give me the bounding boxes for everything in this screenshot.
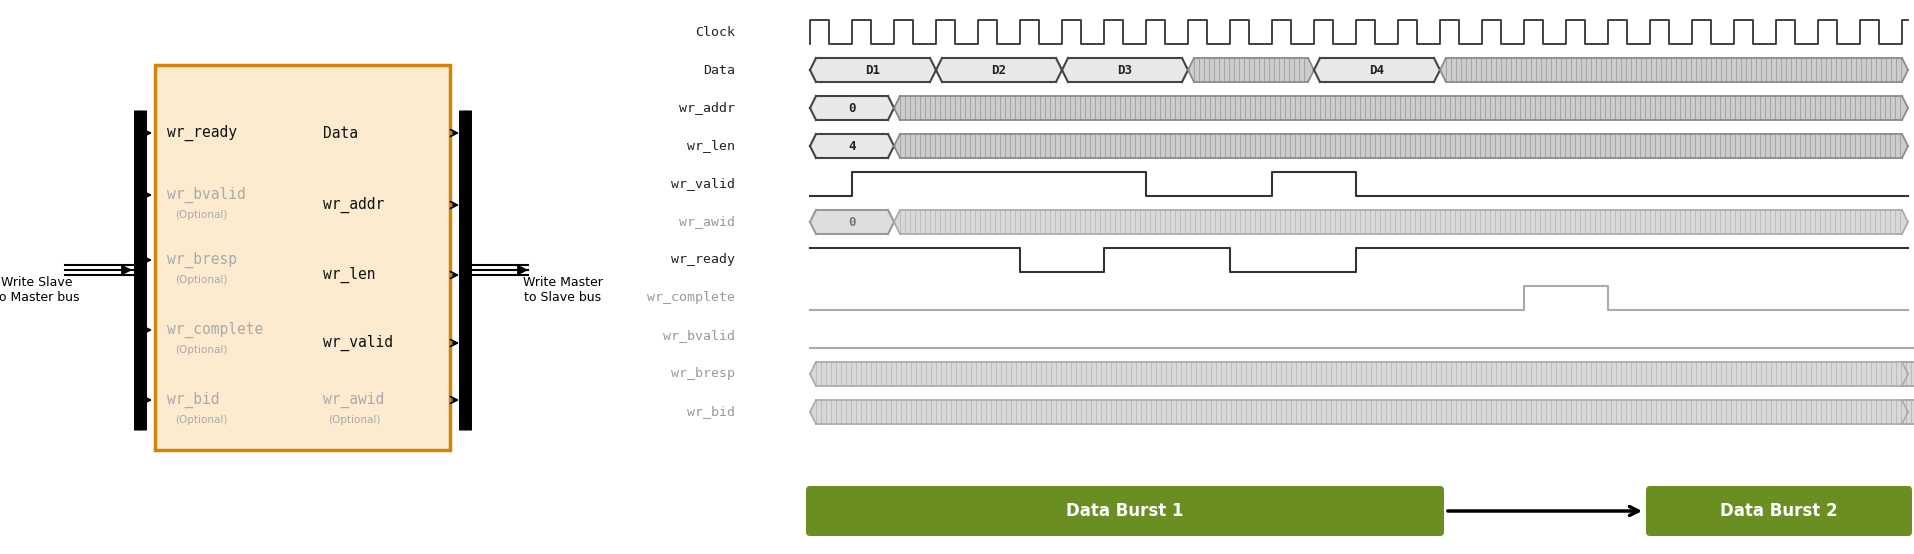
Text: wr_ready: wr_ready	[670, 254, 735, 266]
Polygon shape	[1187, 58, 1313, 82]
Polygon shape	[1062, 58, 1187, 82]
Text: wr_addr: wr_addr	[323, 197, 385, 213]
Text: Data Burst 2: Data Burst 2	[1719, 502, 1837, 520]
Text: 0: 0	[848, 101, 856, 115]
Polygon shape	[894, 96, 1906, 120]
Polygon shape	[810, 96, 894, 120]
Text: Data Burst 1: Data Burst 1	[1066, 502, 1183, 520]
Text: wr_len: wr_len	[687, 140, 735, 152]
Text: wr_bid: wr_bid	[687, 406, 735, 418]
Text: wr_bresp: wr_bresp	[167, 252, 237, 268]
Text: wr_bvalid: wr_bvalid	[662, 330, 735, 342]
Text: (Optional): (Optional)	[174, 415, 228, 425]
Text: (Optional): (Optional)	[174, 275, 228, 285]
Polygon shape	[1901, 362, 1914, 386]
FancyBboxPatch shape	[806, 486, 1443, 536]
Bar	[155, 65, 450, 450]
Text: (Optional): (Optional)	[174, 345, 228, 355]
FancyBboxPatch shape	[1646, 486, 1910, 536]
Text: Data: Data	[702, 64, 735, 76]
Text: 0: 0	[848, 216, 856, 228]
Text: wr_complete: wr_complete	[167, 322, 262, 338]
Text: 4: 4	[848, 140, 856, 152]
Text: (Optional): (Optional)	[174, 210, 228, 220]
Text: Write Master
to Slave bus: Write Master to Slave bus	[523, 276, 603, 304]
Text: D4: D4	[1369, 64, 1384, 76]
Text: wr_bvalid: wr_bvalid	[167, 187, 245, 203]
Text: Clock: Clock	[695, 25, 735, 38]
Text: wr_bresp: wr_bresp	[670, 367, 735, 381]
Polygon shape	[810, 210, 894, 234]
Polygon shape	[810, 134, 894, 158]
Text: wr_ready: wr_ready	[167, 125, 237, 141]
Text: Data: Data	[323, 126, 358, 141]
Polygon shape	[810, 362, 1914, 386]
Polygon shape	[936, 58, 1062, 82]
Text: wr_bid: wr_bid	[167, 392, 220, 408]
Text: wr_len: wr_len	[323, 267, 375, 283]
Polygon shape	[1313, 58, 1439, 82]
Text: Write Slave
to Master bus: Write Slave to Master bus	[0, 276, 80, 304]
Text: wr_awid: wr_awid	[679, 216, 735, 228]
Polygon shape	[894, 210, 1906, 234]
Text: wr_awid: wr_awid	[323, 392, 385, 408]
Polygon shape	[1439, 58, 1906, 82]
Text: wr_addr: wr_addr	[679, 101, 735, 115]
Polygon shape	[810, 58, 936, 82]
Polygon shape	[894, 134, 1906, 158]
Text: wr_complete: wr_complete	[647, 291, 735, 305]
Text: wr_valid: wr_valid	[323, 335, 392, 351]
Polygon shape	[1901, 400, 1914, 424]
Text: (Optional): (Optional)	[327, 415, 381, 425]
Polygon shape	[810, 400, 1914, 424]
Text: D3: D3	[1118, 64, 1131, 76]
Text: D2: D2	[991, 64, 1007, 76]
Text: wr_valid: wr_valid	[670, 177, 735, 191]
Text: D1: D1	[865, 64, 880, 76]
